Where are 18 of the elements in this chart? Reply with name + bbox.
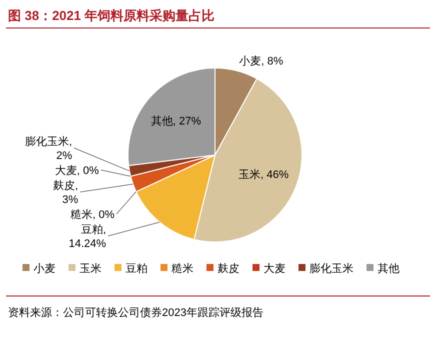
text: 资料来源：公司可转换公司债券2023年跟踪评级报告 xyxy=(8,306,264,319)
legend-label: 小麦 xyxy=(34,262,56,275)
data-label: 豆粕, 14.24% xyxy=(68,224,106,250)
legend-label: 大麦 xyxy=(264,262,286,275)
chart-title: 图 38：2021 年饲料原料采购量占比 xyxy=(8,8,215,23)
text: 糙米, 0% xyxy=(70,209,115,221)
legend-label: 麸皮 xyxy=(218,262,240,275)
legend-label: 玉米 xyxy=(80,262,102,275)
legend-label: 豆粕 xyxy=(126,263,148,275)
legend-label: 其他 xyxy=(378,262,400,275)
legend-label: 糙米 xyxy=(172,262,194,275)
data-label: 玉米, 46% xyxy=(238,168,289,181)
data-label: 膨化玉米, 2% xyxy=(25,135,72,162)
data-label: 其他, 27% xyxy=(150,114,202,128)
text: 大麦, 0% xyxy=(54,165,99,177)
data-label: 麸皮, 3% xyxy=(53,179,78,206)
legend-label: 膨化玉米 xyxy=(310,262,354,275)
data-label: 小麦, 8% xyxy=(239,54,284,68)
